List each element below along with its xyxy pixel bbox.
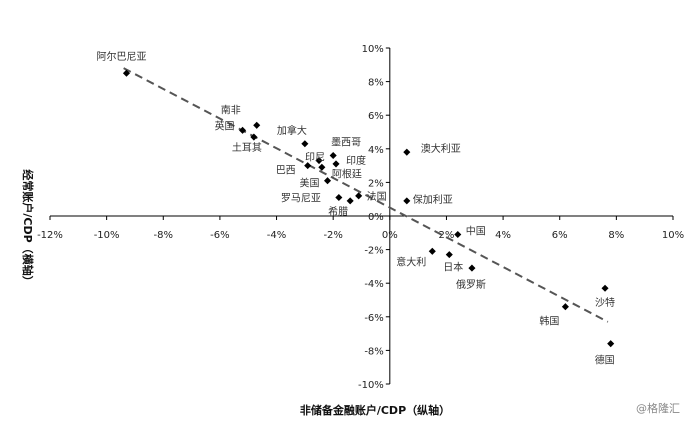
y-tick-label: 10% [362,44,384,55]
y-axis-title: 经常账户/CDP（横轴） [21,169,35,286]
data-point [403,148,411,156]
data-point [346,197,354,205]
data-point [454,230,462,239]
data-point [601,284,609,292]
data-point [335,193,343,202]
point-label: 日本 [443,261,463,274]
point-label: 加拿大 [277,124,307,137]
x-tick-label: 2% [439,230,455,241]
y-tick-label: 4% [368,145,384,156]
point-label: 巴西 [276,165,296,177]
y-tick-label: -4% [364,279,383,290]
point-label: 阿根廷 [332,167,362,180]
point-label: 法国 [367,190,387,203]
data-point [315,157,323,165]
y-tick-label: 6% [368,111,384,122]
trendline [123,67,609,323]
point-label: 英国 [215,119,235,132]
point-label: 中国 [466,224,486,237]
x-tick-label: -2% [323,230,342,241]
point-label: 沙特 [595,297,615,309]
point-label: 澳大利亚 [421,142,461,155]
data-point [250,133,258,141]
x-tick-label: 8% [608,230,624,241]
y-tick-label: -6% [364,313,383,324]
point-label: 南非 [221,103,241,116]
x-tick-label: -4% [267,230,286,241]
point-label: 韩国 [539,315,559,328]
data-point [329,151,337,160]
axes: -12% -10% -8% -6% -4% -2% 0% 2% 4% 6% 8% 10% 10% 8% 6%… [37,44,684,391]
data-point [122,69,130,77]
x-tick-label: -12% [37,230,63,241]
x-tick-label: -8% [154,230,173,241]
y-tick-label: 0% [368,212,384,223]
y-tick-label: 2% [368,178,384,189]
point-label: 墨西哥 [331,137,361,149]
point-label: 印度 [346,154,366,167]
point-label: 罗马尼亚 [281,193,321,205]
x-tick-label: -10% [94,230,120,241]
point-label: 意大利 [396,255,426,268]
x-tick-label: 6% [552,230,568,241]
data-point [323,177,332,185]
x-tick-label: 10% [662,230,684,241]
data-point [304,162,312,170]
data-point [607,340,615,348]
data-point [332,160,340,168]
point-label: 美国 [300,177,320,190]
data-point [561,303,569,311]
data-point [468,264,476,272]
point-label: 希腊 [328,205,348,218]
point-label: 德国 [595,354,615,367]
point-label: 保加利亚 [413,193,453,206]
x-axis-title: 非储备金融账户/CDP（纵轴） [300,403,450,417]
data-point [355,192,363,200]
trendline-layer [123,67,609,323]
data-point [403,197,411,205]
y-tick-label: -8% [364,346,383,357]
x-tick-label: 4% [495,230,511,241]
data-point [253,121,261,129]
x-tick-label: -6% [210,230,229,241]
data-point [301,140,309,148]
data-point [318,163,326,171]
y-tick-label: -10% [358,380,384,391]
point-label: 俄罗斯 [456,278,486,291]
data-point [445,251,453,259]
y-tick-label: -2% [364,246,383,257]
y-tick-label: 8% [368,78,384,89]
point-label: 土耳其 [232,141,262,154]
point-label: 阿尔巴尼亚 [96,50,146,63]
data-point [428,247,436,255]
watermark: @格隆汇 [636,401,680,415]
point-label: 印尼 [305,152,325,164]
x-tick-label: 0% [382,230,398,241]
